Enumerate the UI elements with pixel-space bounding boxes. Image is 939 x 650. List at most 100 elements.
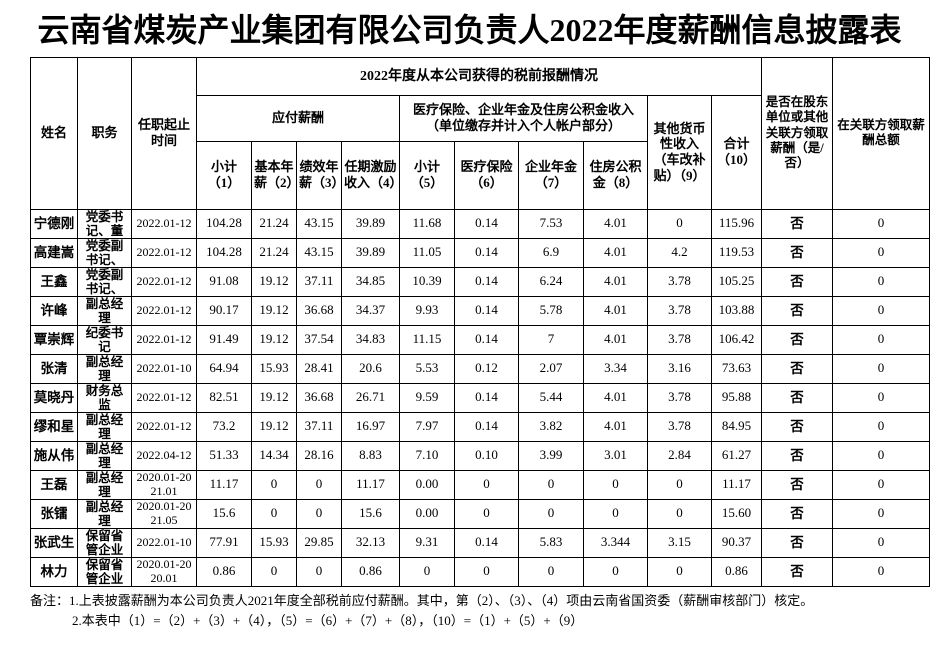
- cell-subtotal-1: 91.49: [196, 324, 252, 355]
- cell-performance-3: 36.68: [296, 382, 342, 413]
- cell-subtotal-5: 9.93: [399, 295, 455, 326]
- cell-housing-fund-8: 0: [583, 498, 648, 529]
- col-header-total-10: 合计（10）: [710, 94, 763, 210]
- cell-subtotal-1: 51.33: [196, 440, 252, 471]
- cell-subtotal-5: 7.10: [399, 440, 455, 471]
- cell-base-salary-2: 19.12: [251, 266, 297, 297]
- cell-medical-6: 0: [454, 498, 519, 529]
- cell-annuity-7: 0: [518, 469, 584, 500]
- cell-position: 副总经理: [77, 469, 132, 500]
- cell-tenure: 2022.01-12: [131, 295, 197, 326]
- cell-position: 副总经理: [77, 498, 132, 529]
- cell-related-total: 0: [832, 382, 931, 413]
- cell-subtotal-5: 11.68: [399, 208, 455, 239]
- cell-subtotal-1: 15.6: [196, 498, 252, 529]
- cell-tenure-incentive-4: 20.6: [341, 353, 400, 384]
- col-header-medical-6: 医疗保险（6）: [454, 140, 519, 210]
- cell-subtotal-5: 9.31: [399, 527, 455, 558]
- cell-name: 张镭: [30, 498, 78, 529]
- cell-subtotal-5: 9.59: [399, 382, 455, 413]
- cell-performance-3: 0: [296, 556, 342, 587]
- cell-tenure-incentive-4: 11.17: [341, 469, 400, 500]
- cell-base-salary-2: 21.24: [251, 237, 297, 268]
- cell-annuity-7: 7: [518, 324, 584, 355]
- cell-base-salary-2: 19.12: [251, 295, 297, 326]
- table-row: 覃崇辉 纪委书记 2022.01-12 91.49 19.12 37.54 34…: [30, 324, 931, 355]
- cell-tenure-incentive-4: 0.86: [341, 556, 400, 587]
- cell-subtotal-1: 82.51: [196, 382, 252, 413]
- cell-housing-fund-8: 4.01: [583, 324, 648, 355]
- cell-position: 副总经理: [77, 353, 132, 384]
- cell-total-10: 95.88: [710, 382, 763, 413]
- cell-medical-6: 0.14: [454, 266, 519, 297]
- cell-base-salary-2: 19.12: [251, 382, 297, 413]
- cell-other-cash-9: 4.2: [647, 237, 712, 268]
- cell-other-cash-9: 0: [647, 208, 712, 239]
- cell-housing-fund-8: 4.01: [583, 295, 648, 326]
- table-row: 林力 保留省管企业 2020.01-2020.01 0.86 0 0 0.86 …: [30, 556, 931, 587]
- cell-base-salary-2: 15.93: [251, 353, 297, 384]
- cell-total-10: 0.86: [710, 556, 763, 587]
- cell-performance-3: 37.54: [296, 324, 342, 355]
- cell-medical-6: 0.14: [454, 527, 519, 558]
- cell-other-cash-9: 0: [647, 469, 712, 500]
- cell-subtotal-1: 104.28: [196, 237, 252, 268]
- table-row: 王磊 副总经理 2020.01-2021.01 11.17 0 0 11.17 …: [30, 469, 931, 500]
- cell-total-10: 73.63: [710, 353, 763, 384]
- cell-related-total: 0: [832, 208, 931, 239]
- notes-block: 备注：1.上表披露薪酬为本公司负责人2021年度全部税前应付薪酬。其中，第（2）…: [30, 591, 930, 631]
- cell-base-salary-2: 14.34: [251, 440, 297, 471]
- cell-total-10: 115.96: [710, 208, 763, 239]
- cell-annuity-7: 2.07: [518, 353, 584, 384]
- table-body: 宁德刚 党委书记、董 2022.01-12 104.28 21.24 43.15…: [30, 208, 931, 587]
- cell-tenure: 2022.01-12: [131, 266, 197, 297]
- col-header-related-party-flag: 是否在股东单位或其他关联方领取薪酬（是/否）: [761, 56, 834, 210]
- cell-other-cash-9: 3.78: [647, 324, 712, 355]
- cell-total-10: 103.88: [710, 295, 763, 326]
- cell-tenure: 2022.04-12: [131, 440, 197, 471]
- cell-related-total: 0: [832, 295, 931, 326]
- cell-subtotal-5: 7.97: [399, 411, 455, 442]
- col-header-other-cash-9: 其他货币性收入（车改补贴）（9）: [647, 94, 712, 210]
- cell-performance-3: 37.11: [296, 411, 342, 442]
- cell-tenure: 2022.01-12: [131, 237, 197, 268]
- cell-medical-6: 0.14: [454, 411, 519, 442]
- cell-subtotal-5: 10.39: [399, 266, 455, 297]
- cell-related-total: 0: [832, 266, 931, 297]
- cell-performance-3: 0: [296, 498, 342, 529]
- cell-housing-fund-8: 4.01: [583, 411, 648, 442]
- cell-annuity-7: 0: [518, 556, 584, 587]
- cell-medical-6: 0: [454, 469, 519, 500]
- cell-subtotal-1: 11.17: [196, 469, 252, 500]
- cell-name: 许峰: [30, 295, 78, 326]
- cell-tenure: 2022.01-10: [131, 527, 197, 558]
- cell-related-flag: 否: [761, 469, 834, 500]
- cell-subtotal-1: 77.91: [196, 527, 252, 558]
- cell-medical-6: 0.14: [454, 208, 519, 239]
- cell-name: 缪和星: [30, 411, 78, 442]
- cell-subtotal-5: 11.15: [399, 324, 455, 355]
- cell-housing-fund-8: 3.34: [583, 353, 648, 384]
- cell-subtotal-1: 104.28: [196, 208, 252, 239]
- cell-tenure-incentive-4: 8.83: [341, 440, 400, 471]
- cell-related-flag: 否: [761, 208, 834, 239]
- cell-position: 保留省管企业: [77, 556, 132, 587]
- cell-medical-6: 0.12: [454, 353, 519, 384]
- cell-base-salary-2: 0: [251, 498, 297, 529]
- cell-tenure: 2022.01-12: [131, 411, 197, 442]
- cell-tenure-incentive-4: 16.97: [341, 411, 400, 442]
- cell-medical-6: 0.14: [454, 295, 519, 326]
- cell-position: 党委副书记、: [77, 237, 132, 268]
- cell-total-10: 11.17: [710, 469, 763, 500]
- table-row: 施从伟 副总经理 2022.04-12 51.33 14.34 28.16 8.…: [30, 440, 931, 471]
- cell-tenure-incentive-4: 39.89: [341, 237, 400, 268]
- cell-tenure-incentive-4: 32.13: [341, 527, 400, 558]
- cell-subtotal-5: 5.53: [399, 353, 455, 384]
- cell-related-flag: 否: [761, 440, 834, 471]
- cell-tenure: 2022.01-12: [131, 382, 197, 413]
- cell-related-total: 0: [832, 440, 931, 471]
- table-header: 姓名 职务 任职起止时间 2022年度从本公司获得的税前报酬情况 是否在股东单位…: [30, 56, 931, 210]
- col-header-base-salary-2: 基本年薪（2）: [251, 140, 297, 210]
- cell-tenure: 2022.01-10: [131, 353, 197, 384]
